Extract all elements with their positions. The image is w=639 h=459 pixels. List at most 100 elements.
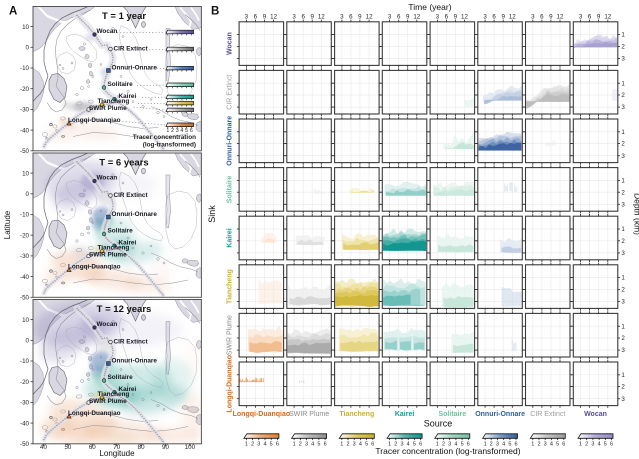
svg-text:1: 1	[579, 442, 582, 448]
svg-text:6: 6	[562, 442, 565, 448]
svg-text:12: 12	[557, 14, 564, 21]
svg-text:3: 3	[483, 14, 487, 21]
svg-text:Solitaire: Solitaire	[108, 374, 134, 381]
svg-text:Kairei: Kairei	[119, 239, 137, 246]
svg-text:-20: -20	[20, 232, 30, 239]
svg-text:6: 6	[540, 14, 544, 21]
svg-text:4: 4	[407, 442, 410, 448]
svg-text:2: 2	[621, 238, 625, 245]
svg-text:Tiancheng: Tiancheng	[227, 269, 234, 304]
svg-text:6: 6	[190, 128, 193, 134]
svg-text:70: 70	[113, 444, 120, 451]
svg-text:-30: -30	[20, 400, 30, 407]
svg-text:-20: -20	[20, 379, 30, 386]
svg-text:1: 1	[621, 275, 625, 282]
svg-text:1: 1	[621, 32, 625, 39]
svg-text:Longitude: Longitude	[99, 449, 135, 458]
svg-text:Solitaire: Solitaire	[438, 411, 466, 418]
svg-text:6: 6	[588, 14, 592, 21]
svg-text:12: 12	[318, 14, 325, 21]
svg-text:3: 3	[621, 347, 625, 354]
svg-text:3: 3	[621, 396, 625, 403]
svg-text:Solitaire: Solitaire	[227, 175, 234, 203]
svg-text:3: 3	[621, 56, 625, 63]
svg-text:CIR Extinct: CIR Extinct	[114, 339, 149, 346]
svg-text:3: 3	[448, 442, 451, 448]
svg-text:3: 3	[353, 442, 356, 448]
svg-text:0: 0	[26, 191, 30, 198]
svg-text:-10: -10	[20, 65, 30, 72]
svg-text:6: 6	[514, 442, 517, 448]
svg-text:2: 2	[621, 189, 625, 196]
svg-text:4: 4	[359, 442, 362, 448]
svg-text:-30: -30	[20, 253, 30, 260]
svg-text:9: 9	[454, 14, 458, 21]
svg-text:5: 5	[413, 442, 416, 448]
svg-text:4: 4	[263, 442, 266, 448]
svg-text:6: 6	[276, 442, 279, 448]
svg-text:-30: -30	[20, 107, 30, 114]
svg-text:90: 90	[162, 444, 169, 451]
svg-text:Wocan: Wocan	[97, 28, 118, 35]
svg-text:2: 2	[299, 442, 302, 448]
svg-text:CIR Extinct: CIR Extinct	[227, 75, 234, 110]
svg-text:Longqi-Duanqiao: Longqi-Duanqiao	[68, 264, 121, 271]
svg-text:3: 3	[621, 201, 625, 208]
svg-text:SWIR Plume: SWIR Plume	[89, 105, 127, 112]
svg-text:2: 2	[346, 442, 349, 448]
svg-text:12: 12	[509, 14, 516, 21]
svg-text:3: 3	[176, 128, 179, 134]
svg-text:6: 6	[610, 442, 613, 448]
svg-text:Tiancheng: Tiancheng	[339, 411, 374, 418]
svg-text:4: 4	[502, 442, 505, 448]
svg-text:Wocan: Wocan	[97, 321, 118, 328]
svg-text:Longqi-Duanqiao: Longqi-Duanqiao	[233, 411, 291, 418]
svg-text:2: 2	[394, 442, 397, 448]
svg-text:4: 4	[550, 442, 553, 448]
svg-text:3: 3	[621, 299, 625, 306]
svg-text:T = 6 years: T = 6 years	[99, 158, 148, 169]
svg-text:Kairei: Kairei	[119, 386, 137, 393]
svg-text:A: A	[9, 6, 17, 18]
svg-text:1: 1	[388, 442, 391, 448]
svg-text:6: 6	[445, 14, 449, 21]
svg-text:2: 2	[171, 128, 174, 134]
svg-text:9: 9	[501, 14, 505, 21]
svg-text:3: 3	[496, 442, 499, 448]
svg-text:3: 3	[591, 442, 594, 448]
svg-text:Depth (km): Depth (km)	[633, 193, 639, 235]
svg-text:-20: -20	[20, 86, 30, 93]
svg-text:9: 9	[263, 14, 267, 21]
svg-text:Longqi-Duanqiao: Longqi-Duanqiao	[68, 117, 121, 124]
svg-text:3: 3	[292, 14, 296, 21]
svg-text:SWIR Plume: SWIR Plume	[227, 315, 234, 355]
svg-text:2: 2	[585, 442, 588, 448]
svg-text:1: 1	[621, 323, 625, 330]
svg-text:3: 3	[621, 104, 625, 111]
svg-text:0: 0	[26, 45, 30, 52]
svg-text:12: 12	[604, 14, 611, 21]
svg-text:Wocan: Wocan	[227, 32, 234, 55]
svg-text:9: 9	[310, 14, 314, 21]
svg-text:3: 3	[579, 14, 583, 21]
svg-text:5: 5	[185, 128, 188, 134]
svg-text:B: B	[211, 6, 219, 18]
svg-text:Onnuri-Onnare: Onnuri-Onnare	[475, 411, 525, 418]
svg-text:12: 12	[270, 14, 277, 21]
svg-text:3: 3	[257, 442, 260, 448]
svg-text:Kairei: Kairei	[395, 411, 415, 418]
svg-text:3: 3	[340, 14, 344, 21]
svg-text:-10: -10	[20, 358, 30, 365]
svg-text:Onnuri-Onnare: Onnuri-Onnare	[112, 65, 158, 72]
svg-text:2: 2	[621, 92, 625, 99]
svg-text:SWIR Plume: SWIR Plume	[89, 398, 127, 405]
svg-text:CIR Extinct: CIR Extinct	[530, 411, 565, 418]
svg-text:9: 9	[549, 14, 553, 21]
svg-text:1: 1	[621, 372, 625, 379]
svg-text:3: 3	[245, 14, 249, 21]
svg-text:1: 1	[621, 226, 625, 233]
svg-text:Longqi-Duanqiao: Longqi-Duanqiao	[227, 355, 234, 413]
svg-text:Longqi-Duanqiao: Longqi-Duanqiao	[68, 410, 121, 417]
svg-text:-50: -50	[20, 441, 30, 448]
svg-text:1: 1	[484, 442, 487, 448]
